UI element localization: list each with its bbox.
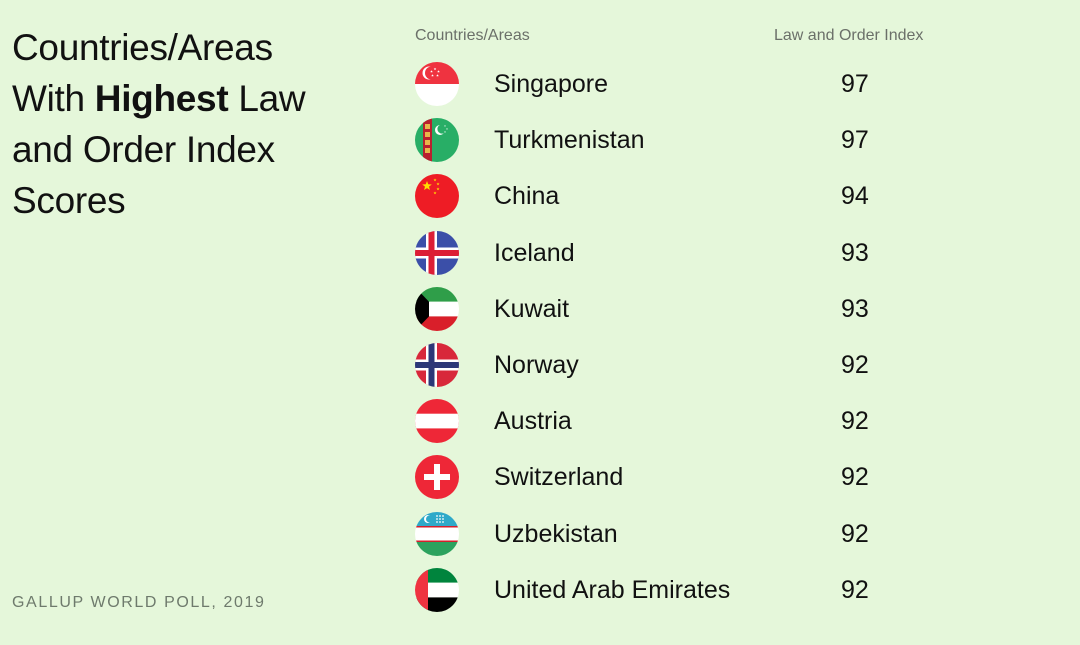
law-order-score: 92 [841,519,869,548]
country-name: Singapore [494,70,608,98]
country-name: Austria [494,407,572,436]
table-row: China 94 [0,168,1080,224]
law-order-score: 97 [841,70,869,98]
country-name: Norway [494,351,579,379]
iceland-flag-icon [415,230,459,275]
table-row: Singapore 97 [0,56,1080,112]
chart-title: Countries/Areas With Highest Law and Ord… [12,22,372,226]
singapore-flag-icon [415,62,459,106]
law-order-score: 92 [841,407,869,436]
title-line-4: Scores [12,180,126,221]
country-name: Turkmenistan [494,126,645,155]
law-order-score: 94 [841,182,869,211]
law-order-score: 92 [841,575,869,604]
table-row: Turkmenistan 97 [0,112,1080,168]
country-name: Kuwait [494,294,570,323]
table-row: Iceland 93 [0,225,1080,281]
country-name: Uzbekistan [494,519,618,548]
switzerland-flag-icon [415,455,459,500]
title-line-1: Countries/Areas [12,27,273,68]
table-row: Switzerland 92 [0,449,1080,505]
table-row: United Arab Emirates 92 [0,562,1080,618]
table-row: Norway 92 [0,337,1080,393]
country-name: China [494,182,560,211]
law-order-score: 97 [841,126,869,155]
law-order-score: 93 [841,294,869,323]
kuwait-flag-icon [415,286,459,331]
law-order-score: 92 [841,463,869,492]
country-name: Switzerland [494,463,624,492]
title-line-2-prefix: With [12,78,95,119]
country-name: United Arab Emirates [494,575,731,604]
uzbekistan-flag-icon [415,511,459,556]
law-order-score: 93 [841,238,869,267]
title-line-2-bold: Highest [94,78,229,119]
turkmenistan-flag-icon [415,118,459,163]
country-name: Iceland [494,238,575,267]
law-order-score: 92 [841,351,869,379]
source-note: GALLUP WORLD POLL, 2019 [12,594,266,611]
title-line-3: and Order Index [12,129,275,170]
table-row: Uzbekistan 92 [0,506,1080,562]
column-header-index: Law and Order Index [774,27,924,44]
china-flag-icon [415,174,459,219]
uae-flag-icon [415,567,459,612]
column-header-country: Countries/Areas [415,27,530,44]
title-line-2-suffix: Law [228,78,306,119]
table-row: Kuwait 93 [0,281,1080,337]
austria-flag-icon [415,399,459,444]
norway-flag-icon [415,343,459,387]
table-row: Austria 92 [0,393,1080,449]
